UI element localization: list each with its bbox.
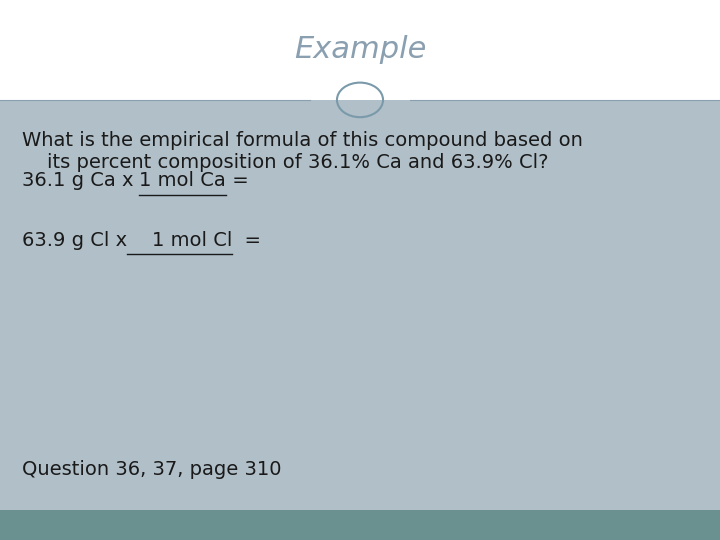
Text: 1 mol Cl: 1 mol Cl bbox=[127, 231, 232, 249]
Text: 63.9 g Cl x: 63.9 g Cl x bbox=[22, 231, 127, 249]
FancyBboxPatch shape bbox=[0, 100, 720, 510]
Text: Example: Example bbox=[294, 36, 426, 64]
Text: Question 36, 37, page 310: Question 36, 37, page 310 bbox=[22, 460, 281, 480]
Text: 36.1 g Ca x: 36.1 g Ca x bbox=[22, 171, 140, 190]
Text: its percent composition of 36.1% Ca and 63.9% Cl?: its percent composition of 36.1% Ca and … bbox=[22, 152, 548, 172]
FancyBboxPatch shape bbox=[0, 510, 720, 540]
Text: =: = bbox=[232, 231, 261, 249]
Text: =: = bbox=[226, 171, 249, 190]
FancyBboxPatch shape bbox=[0, 0, 720, 100]
Text: What is the empirical formula of this compound based on: What is the empirical formula of this co… bbox=[22, 131, 582, 150]
Text: 1 mol Ca: 1 mol Ca bbox=[140, 171, 226, 190]
